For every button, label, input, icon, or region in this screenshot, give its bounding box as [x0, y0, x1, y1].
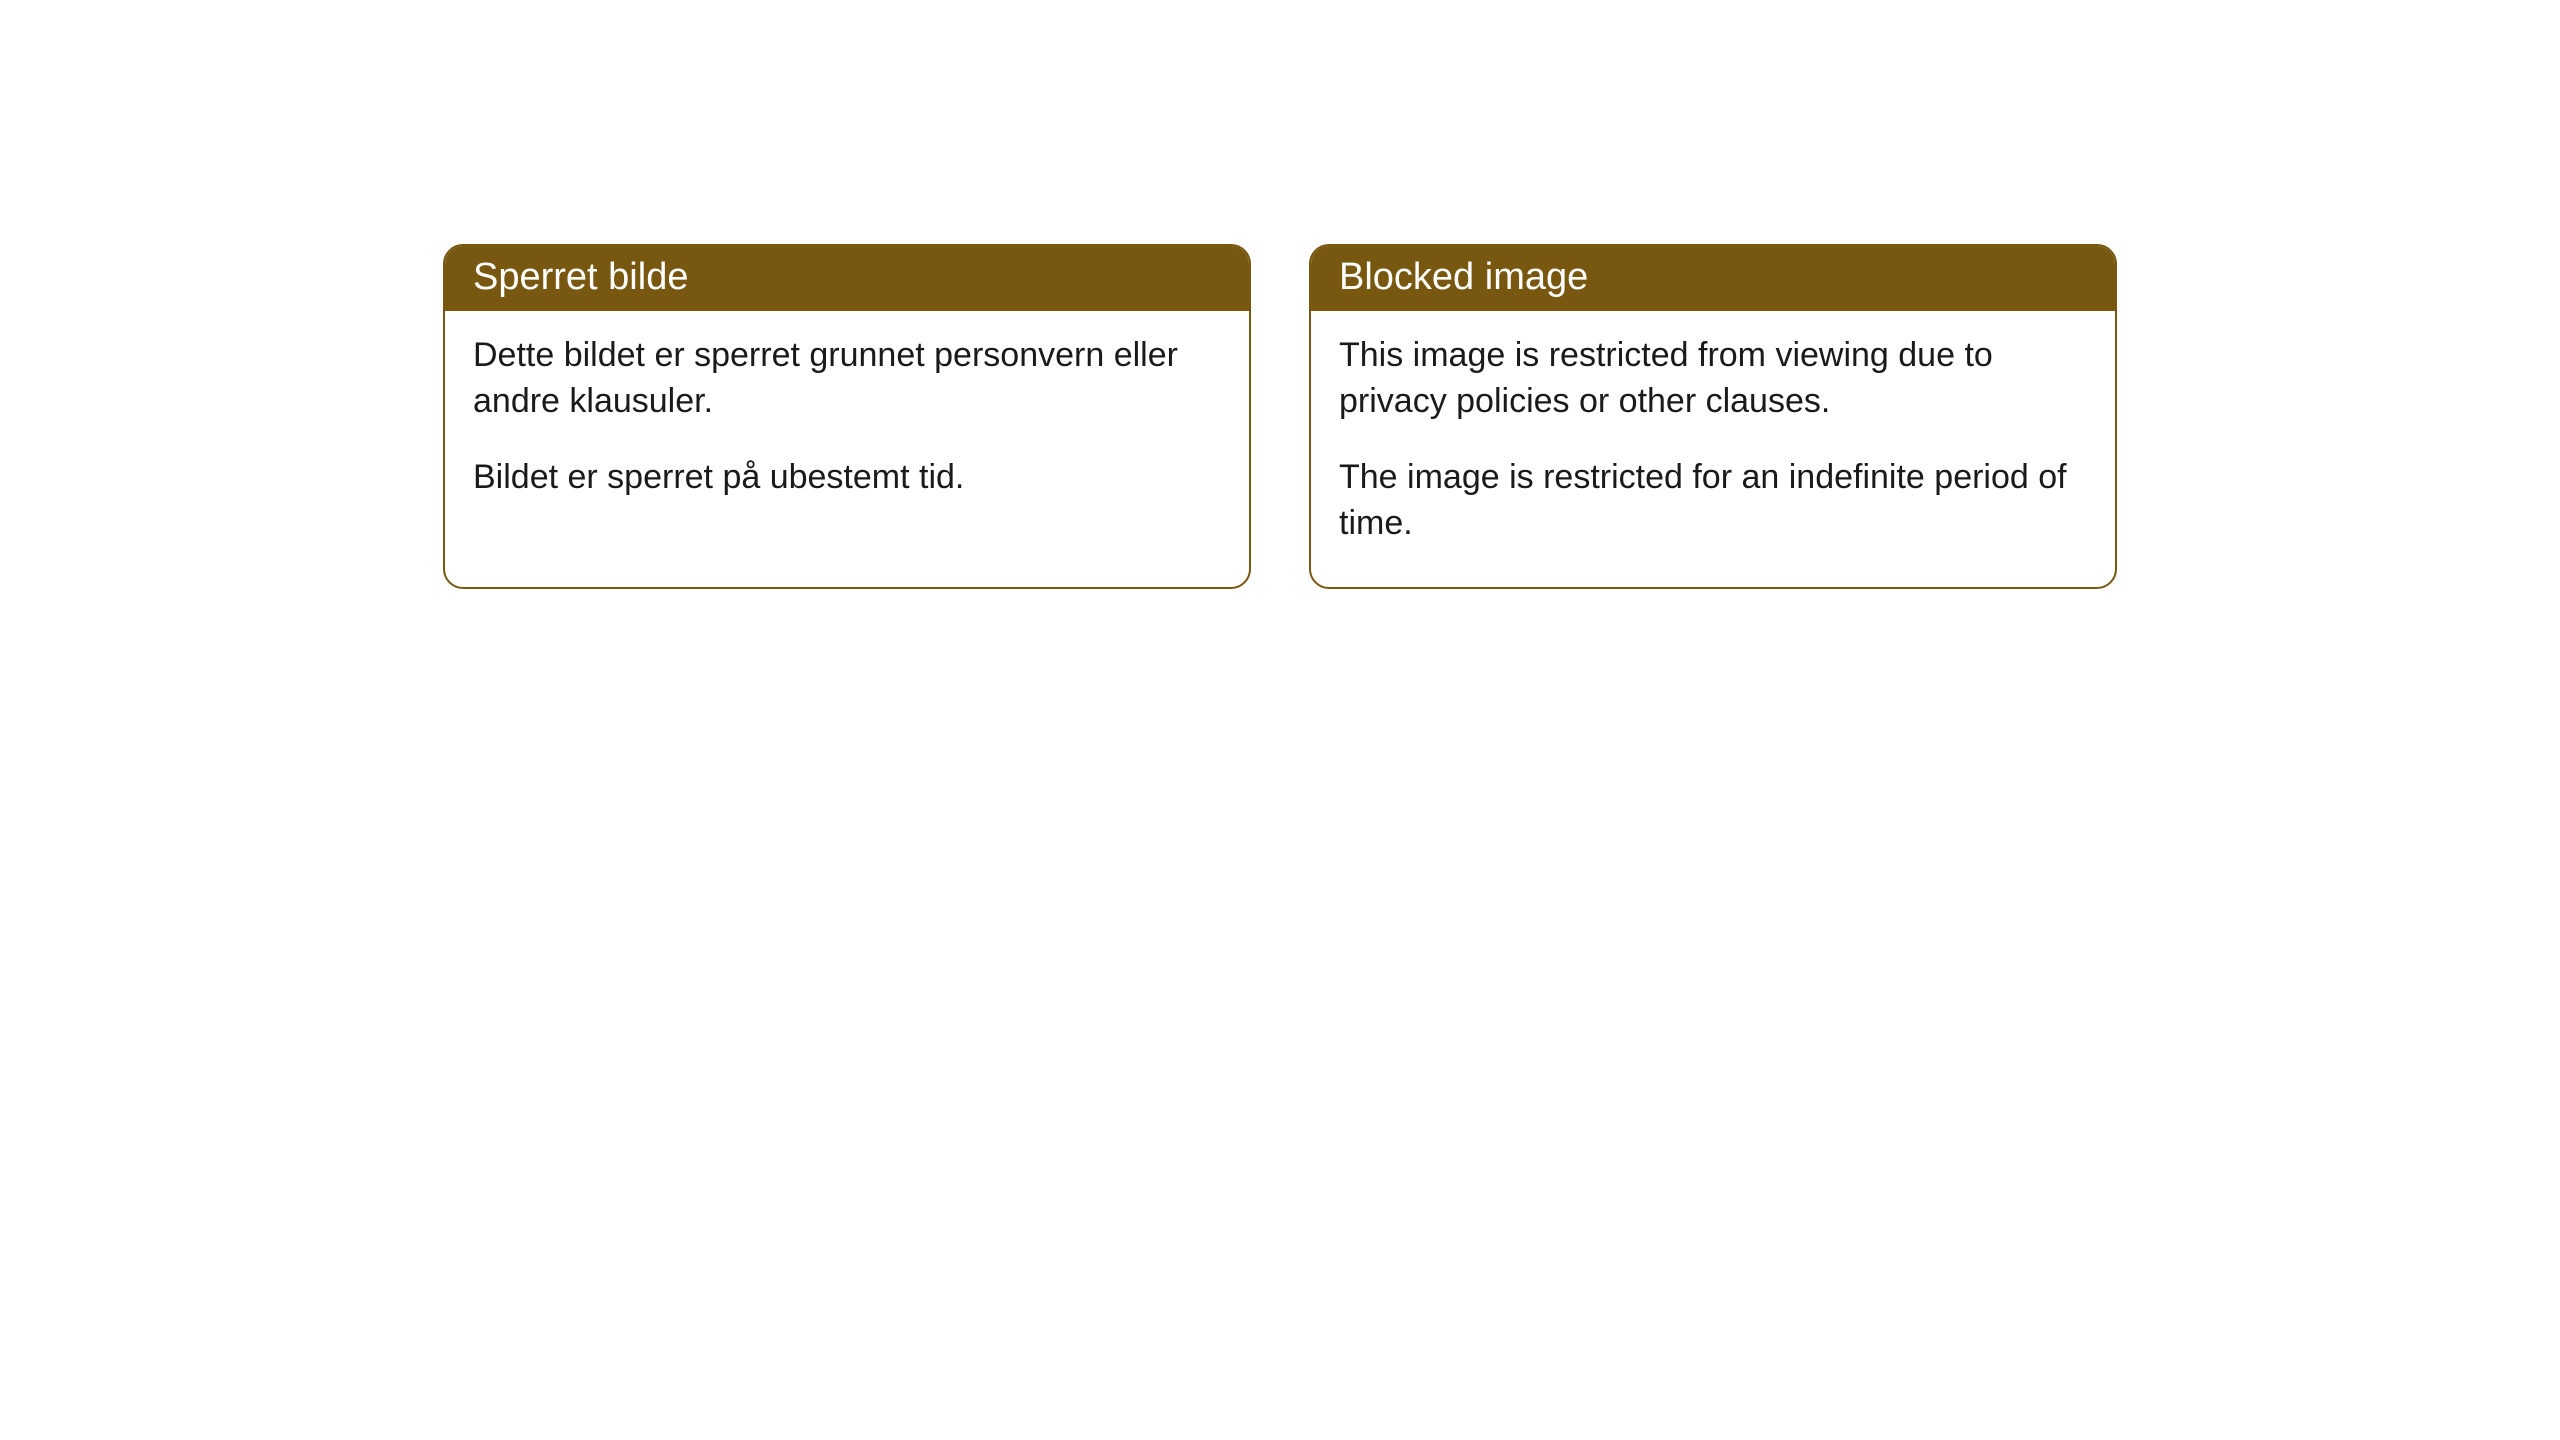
notice-card-english: Blocked image This image is restricted f… [1309, 244, 2117, 589]
notice-cards-container: Sperret bilde Dette bildet er sperret gr… [0, 244, 2560, 589]
notice-card-norwegian: Sperret bilde Dette bildet er sperret gr… [443, 244, 1251, 589]
card-body: Dette bildet er sperret grunnet personve… [445, 311, 1249, 541]
card-paragraph: Bildet er sperret på ubestemt tid. [473, 455, 1221, 501]
card-paragraph: Dette bildet er sperret grunnet personve… [473, 333, 1221, 425]
card-paragraph: This image is restricted from viewing du… [1339, 333, 2087, 425]
card-header: Sperret bilde [445, 246, 1249, 311]
card-header: Blocked image [1311, 246, 2115, 311]
card-paragraph: The image is restricted for an indefinit… [1339, 455, 2087, 547]
card-title: Blocked image [1339, 256, 1588, 298]
card-title: Sperret bilde [473, 256, 688, 298]
card-body: This image is restricted from viewing du… [1311, 311, 2115, 587]
